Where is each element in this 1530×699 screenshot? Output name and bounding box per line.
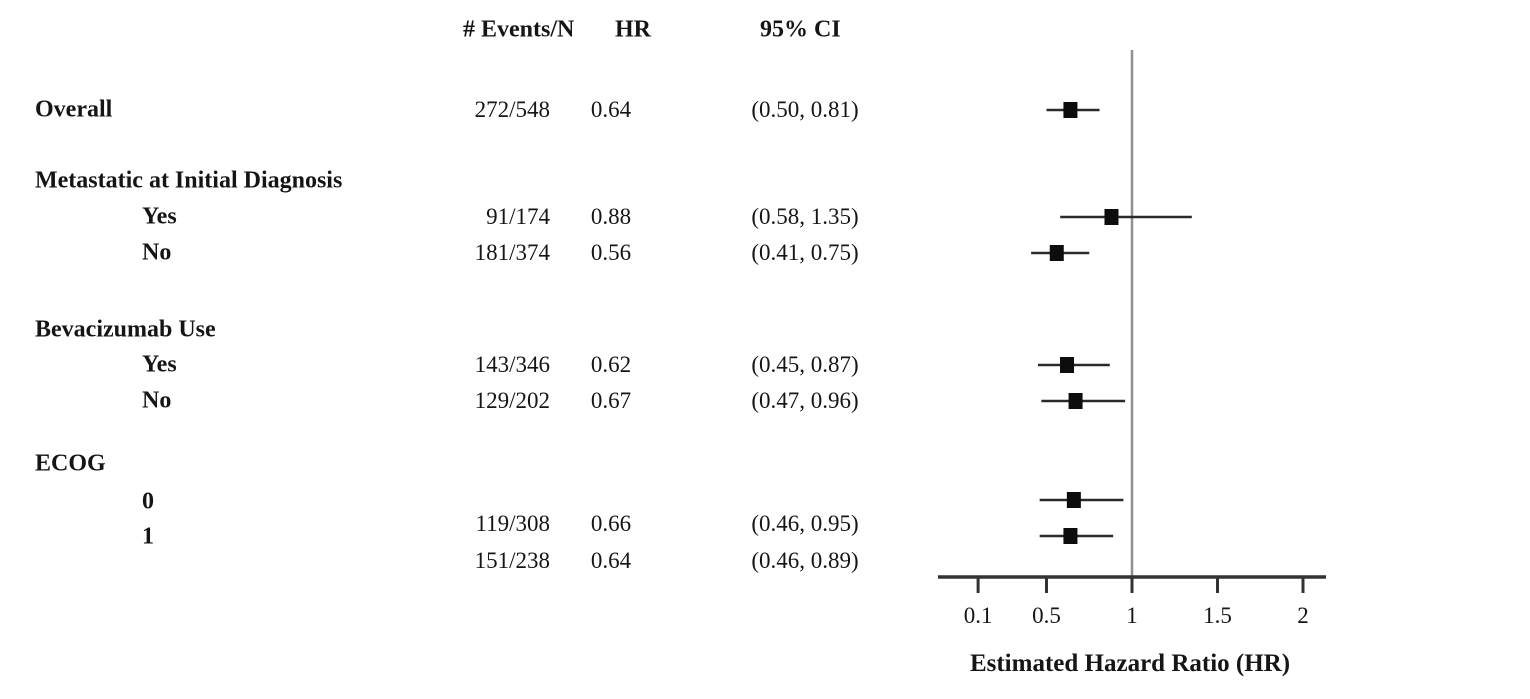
row-label: 0 [142, 488, 154, 515]
ci-value: (0.50, 0.81) [751, 97, 859, 122]
hr-value: 0.64 [590, 97, 632, 122]
x-axis-title: Estimated Hazard Ratio (HR) [969, 650, 1291, 677]
ci-value: (0.47, 0.96) [751, 388, 859, 413]
events-n-value: 151/238 [474, 548, 550, 573]
row-label: No [142, 387, 172, 414]
events-n-value: 181/374 [474, 240, 550, 265]
x-axis-tick-label: 2 [1297, 603, 1309, 628]
x-axis-tick-label: 0.5 [1032, 603, 1061, 628]
hr-value: 0.64 [590, 548, 632, 573]
hr-value: 0.56 [590, 240, 632, 265]
events-n-value: 119/308 [475, 511, 550, 536]
col-header-events: # Events/N [463, 16, 575, 43]
events-n-value: 129/202 [474, 388, 550, 413]
hr-value: 0.66 [590, 511, 632, 536]
col-header-hr: HR [615, 16, 651, 43]
hr-point-marker [1063, 528, 1078, 544]
hr-point-marker [1060, 357, 1075, 373]
hr-value: 0.62 [590, 352, 632, 377]
ci-value: (0.46, 0.95) [751, 511, 859, 536]
row-label: ECOG [35, 450, 106, 477]
x-axis-tick-label: 1.5 [1203, 603, 1232, 628]
x-axis-tick-label: 0.1 [963, 603, 993, 628]
hr-point-marker [1104, 209, 1119, 225]
x-axis-tick-label: 1 [1126, 603, 1138, 628]
row-label: Yes [142, 203, 177, 230]
ci-value: (0.58, 1.35) [751, 204, 859, 229]
hr-value: 0.88 [590, 204, 632, 229]
hr-point-marker [1068, 393, 1083, 409]
events-n-value: 143/346 [474, 352, 550, 377]
row-label: No [142, 239, 172, 266]
hr-value: 0.67 [590, 388, 632, 413]
hr-point-marker [1066, 492, 1081, 508]
col-header-ci: 95% CI [760, 16, 841, 43]
row-label: Bevacizumab Use [35, 316, 216, 343]
hr-point-marker [1049, 245, 1064, 261]
row-label: 1 [142, 523, 154, 550]
ci-value: (0.45, 0.87) [751, 352, 859, 377]
ci-value: (0.41, 0.75) [751, 240, 859, 265]
hr-point-marker [1063, 102, 1078, 118]
events-n-value: 272/548 [474, 97, 550, 122]
events-n-value: 91/174 [486, 204, 550, 229]
ci-value: (0.46, 0.89) [751, 548, 859, 573]
row-label: Yes [142, 351, 177, 378]
row-label: Metastatic at Initial Diagnosis [35, 167, 343, 194]
row-label: Overall [35, 96, 113, 123]
